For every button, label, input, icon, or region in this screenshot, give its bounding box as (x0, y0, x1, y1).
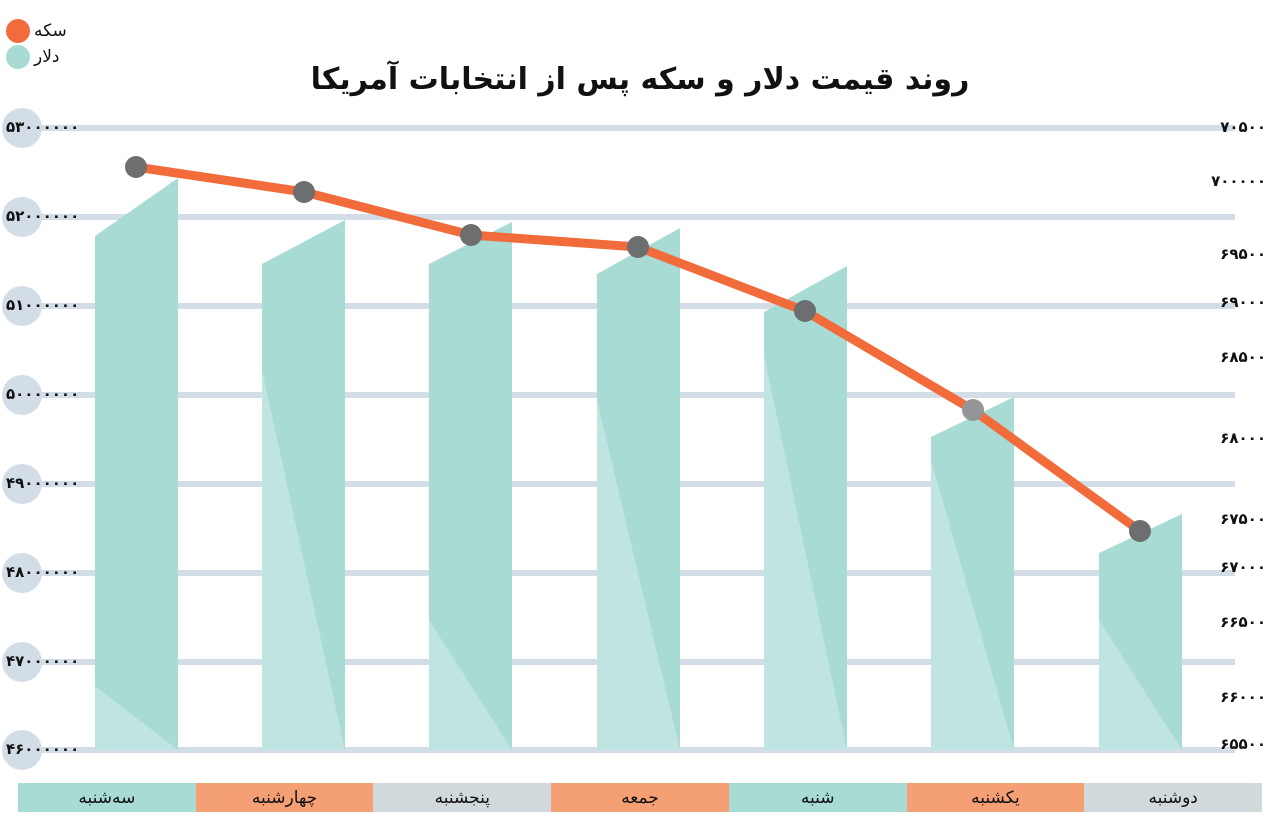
right-axis-tick-label: ۶۸۵۰۰ (1220, 348, 1266, 366)
coin-marker (1129, 520, 1151, 542)
right-axis-tick-label: ۶۸۰۰۰ (1220, 429, 1266, 447)
coin-marker (293, 181, 315, 203)
left-axis-tick: ۵۲۰۰۰۰۰۰ (2, 197, 79, 237)
right-axis-tick-label: ۷۰۰۰۰۰ (1211, 172, 1266, 190)
left-axis-tick-label: ۴۶۰۰۰۰۰۰ (6, 740, 80, 758)
dollar-bar-shade (262, 370, 345, 750)
dollar-bars (95, 178, 1182, 750)
left-axis-tick-label: ۵۱۰۰۰۰۰۰ (6, 296, 80, 314)
right-axis-tick-label: ۶۵۵۰۰ (1220, 735, 1266, 753)
left-axis-tick: ۵۰۰۰۰۰۰۰ (2, 375, 79, 415)
category-saturday: شنبه (728, 783, 907, 812)
chart-title: روند قیمت دلار و سکه پس از انتخابات آمری… (310, 62, 970, 97)
coin-markers (125, 156, 1151, 542)
legend-label-dollar: دلار (34, 47, 60, 67)
gridline (30, 125, 1235, 131)
left-axis-tick: ۴۷۰۰۰۰۰۰ (2, 642, 79, 682)
category-friday: جمعه (551, 783, 729, 812)
dollar-bar-shade (1099, 620, 1182, 750)
category-monday: دوشنبه (1084, 783, 1263, 812)
left-axis-tick-label: ۵۳۰۰۰۰۰۰ (6, 118, 80, 136)
teal-dot-icon (6, 45, 30, 69)
left-axis-tick: ۵۳۰۰۰۰۰۰ (2, 108, 79, 148)
coin-marker (962, 399, 984, 421)
left-axis-tick: ۴۶۰۰۰۰۰۰ (2, 730, 79, 770)
coin-marker (627, 236, 649, 258)
coin-marker (125, 156, 147, 178)
legend-item-dollar: دلار (6, 44, 67, 70)
legend-label-coin: سکه (34, 21, 67, 41)
dollar-bar-shade (764, 355, 847, 750)
dollar-bar (95, 178, 178, 750)
right-axis-tick-label: ۶۷۰۰۰ (1220, 558, 1266, 576)
left-axis-tick: ۴۸۰۰۰۰۰۰ (2, 553, 79, 593)
coin-marker (460, 224, 482, 246)
coin-marker (794, 300, 816, 322)
dollar-bar (429, 222, 512, 750)
right-axis-tick-label: ۶۶۵۰۰ (1220, 613, 1266, 631)
category-tuesday: سه‌شنبه (18, 783, 196, 812)
dollar-bar-shade (429, 620, 512, 750)
dollar-bar-shade (931, 460, 1014, 750)
right-axis-tick-label: ۶۷۵۰۰ (1220, 510, 1266, 528)
left-axis-tick-label: ۴۷۰۰۰۰۰۰ (6, 652, 80, 670)
dollar-bar-shade (95, 686, 178, 750)
category-sunday: یکشنبه (906, 783, 1085, 812)
right-axis-tick-label: ۶۹۰۰۰ (1220, 293, 1266, 311)
legend-item-coin: سکه (6, 18, 67, 44)
gridline (30, 214, 1235, 220)
right-axis-tick-label: ۷۰۵۰۰ (1220, 118, 1266, 136)
left-axis-tick: ۵۱۰۰۰۰۰۰ (2, 286, 79, 326)
right-axis-tick-label: ۶۹۵۰۰ (1220, 245, 1266, 263)
x-axis-categories: سه‌شنبه چهارشنبه پنجشنبه جمعه شنبه یکشنب… (18, 783, 1263, 812)
left-axis-tick-label: ۵۰۰۰۰۰۰۰ (6, 385, 80, 403)
category-wednesday: چهارشنبه (195, 783, 374, 812)
category-thursday: پنجشنبه (373, 783, 552, 812)
left-axis-tick: ۴۹۰۰۰۰۰۰ (2, 464, 79, 504)
left-axis-tick-label: ۴۸۰۰۰۰۰۰ (6, 563, 80, 581)
orange-dot-icon (6, 19, 30, 43)
left-axis-tick-label: ۵۲۰۰۰۰۰۰ (6, 207, 80, 225)
dollar-bar-shade (597, 400, 680, 750)
left-axis-tick-label: ۴۹۰۰۰۰۰۰ (6, 474, 80, 492)
legend: سکه دلار (6, 18, 67, 70)
right-axis-tick-label: ۶۶۰۰۰ (1220, 688, 1266, 706)
